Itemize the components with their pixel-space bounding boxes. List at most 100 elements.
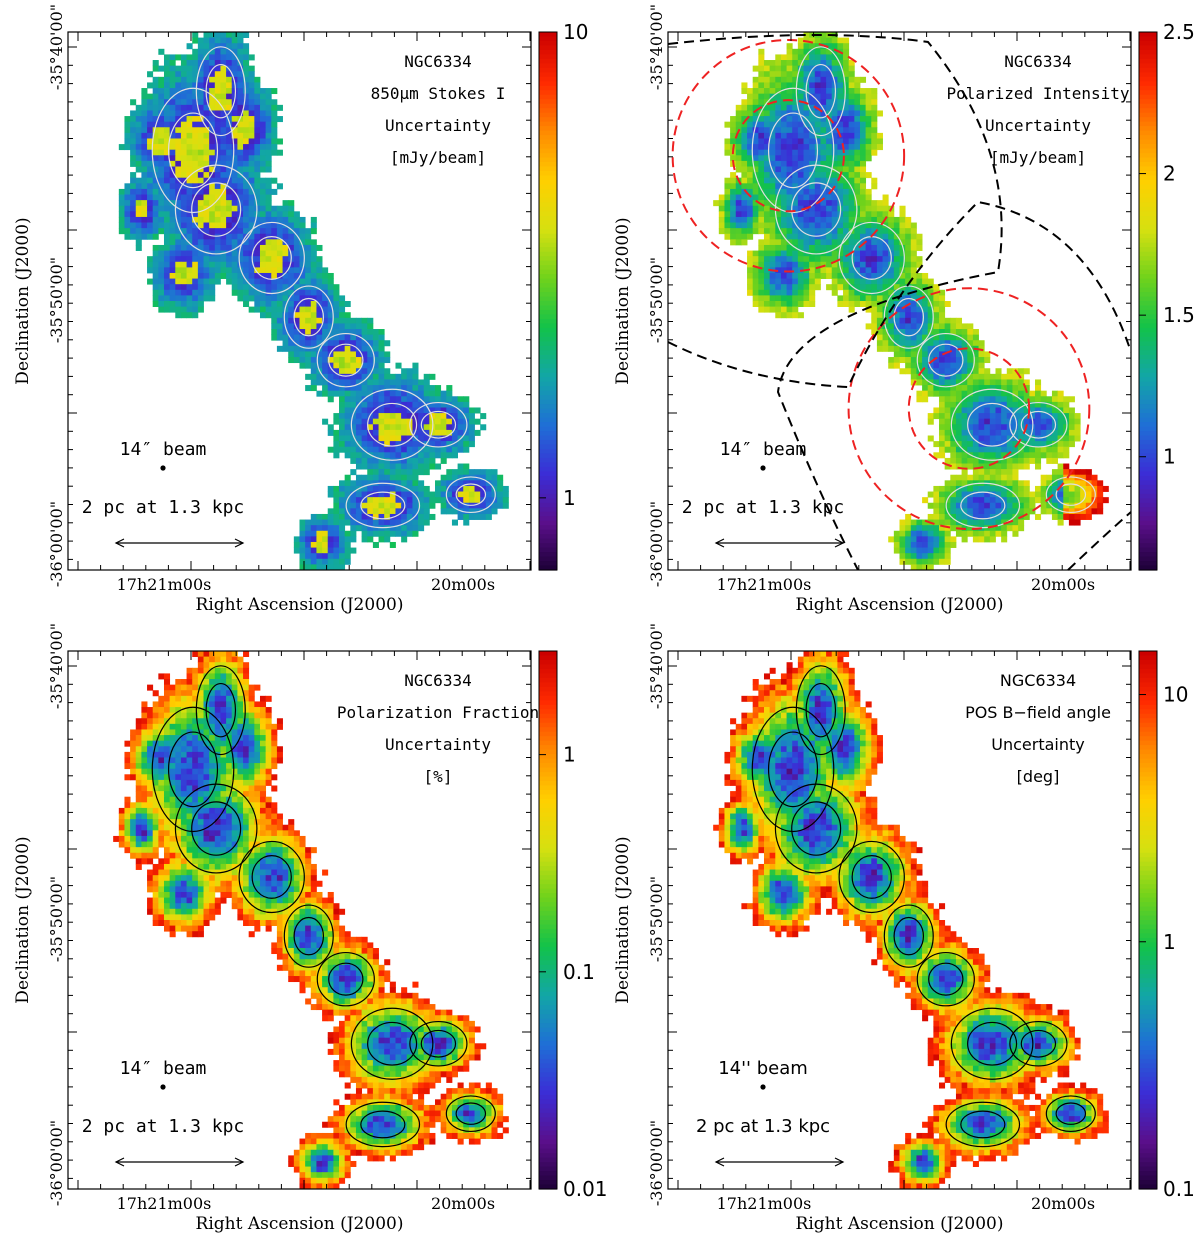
colorbar-frame	[538, 650, 558, 1190]
colorbar-tick-label: 10	[1163, 683, 1188, 707]
intensity-contours	[151, 46, 496, 529]
unit-label: [mJy/beam]	[390, 148, 486, 167]
emission-map	[713, 32, 1109, 571]
plot-frame	[667, 650, 1132, 1190]
dec-tick-label: -35°50'00"	[647, 257, 666, 343]
beam-marker	[160, 465, 166, 471]
plot-frame	[67, 650, 532, 1190]
ra-tick-label: 17h21m00s	[717, 1194, 812, 1213]
colorbar-tick-label: 1	[563, 486, 576, 510]
dec-tick-label: -35°40'00"	[47, 4, 66, 90]
plot-frame	[67, 31, 532, 571]
y-axis-label: Declination (J2000)	[613, 836, 633, 1003]
colorbar-frame	[538, 31, 558, 571]
dec-tick-label: -36°00'00"	[47, 1120, 66, 1206]
uncertainty-label: Uncertainty	[991, 735, 1084, 754]
scalebar-arrow	[714, 538, 845, 548]
panel-stokes-i-uncertainty: -35°40'00" -35°50'00" -36°00'00" 17h21m00s 2…	[0, 0, 600, 619]
map-figure: -35°40'00" -35°50'00" -36°00'00" 17h21m00s 2…	[13, 4, 588, 615]
colorbar-tick-label: 0.1	[1163, 1177, 1195, 1201]
quantity-label: 850μm Stokes I	[371, 84, 506, 103]
x-axis-label: Right Ascension (J2000)	[796, 595, 1004, 615]
map-figure: -35°40'00" -35°50'00" -36°00'00" 17h21m00s 2…	[613, 623, 1195, 1234]
uncertainty-label: Uncertainty	[985, 116, 1091, 135]
unit-label: [deg]	[1017, 767, 1060, 786]
dec-tick-label: -36°00'00"	[647, 1120, 666, 1206]
colorbar-tick-label: 0.01	[563, 1177, 608, 1201]
x-axis-label: Right Ascension (J2000)	[196, 1214, 404, 1234]
scalebar-arrow	[114, 538, 245, 548]
unit-label: [mJy/beam]	[990, 148, 1086, 167]
dec-tick-label: -35°40'00"	[647, 4, 666, 90]
x-axis-label: Right Ascension (J2000)	[796, 1214, 1004, 1234]
colorbar	[538, 650, 558, 1190]
dec-tick-label: -35°50'00"	[47, 257, 66, 343]
ra-tick-label: 20m00s	[1031, 1194, 1095, 1213]
unit-label: [%]	[424, 767, 453, 786]
axis-ticks	[668, 651, 1131, 1189]
ra-tick-label: 20m00s	[1031, 575, 1095, 594]
ra-tick-label: 17h21m00s	[117, 575, 212, 594]
dec-tick-label: -35°40'00"	[47, 623, 66, 709]
colorbar-tick-label: 1	[1163, 930, 1176, 954]
emission-map	[118, 32, 509, 571]
dec-tick-label: -36°00'00"	[647, 501, 666, 587]
scalebar-label: 2 pc at 1.3 kpc	[82, 497, 245, 518]
colorbar	[1138, 31, 1158, 571]
quantity-label: POS B−field angle	[965, 703, 1111, 722]
colorbar-tick-label: 1	[563, 743, 576, 767]
uncertainty-label: Uncertainty	[385, 116, 491, 135]
dec-tick-label: -35°50'00"	[47, 876, 66, 962]
ra-tick-label: 17h21m00s	[117, 1194, 212, 1213]
scalebar-label: 2 pc at 1.3 kpc	[82, 1116, 245, 1137]
dec-tick-label: -36°00'00"	[47, 501, 66, 587]
colorbar-frame	[1138, 31, 1158, 571]
pointing-circles	[667, 33, 1132, 571]
axis-ticks	[68, 32, 531, 570]
intensity-contours	[751, 665, 1096, 1148]
beam-marker	[160, 1084, 166, 1090]
y-axis-label: Declination (J2000)	[13, 217, 33, 384]
field-name: NGC6334	[404, 671, 471, 690]
map-figure: -35°40'00" -35°50'00" -36°00'00" 17h21m00s 2…	[13, 623, 608, 1234]
plot-frame	[667, 31, 1132, 571]
scalebar-arrow	[114, 1157, 245, 1167]
y-axis-label: Declination (J2000)	[613, 217, 633, 384]
colorbar-tick-label: 0.1	[563, 960, 595, 984]
axis-ticks	[668, 32, 1131, 570]
colorbar-tick-label: 1	[1163, 445, 1176, 469]
scalebar-label: 2 pc at 1.3 kpc	[696, 1116, 830, 1137]
colorbar	[1138, 650, 1158, 1190]
field-name: NGC6334	[1000, 671, 1076, 690]
emission-map	[113, 651, 509, 1190]
scalebar-arrow	[714, 1157, 845, 1167]
ra-tick-label: 17h21m00s	[717, 575, 812, 594]
colorbar-tick-label: 2	[1163, 162, 1176, 186]
quantity-label: Polarization Fraction	[337, 703, 539, 722]
field-name: NGC6334	[1004, 52, 1071, 71]
intensity-contours	[751, 46, 1096, 529]
axis-ticks	[68, 651, 531, 1189]
emission-map	[713, 651, 1109, 1190]
field-name: NGC6334	[404, 52, 471, 71]
y-axis-label: Declination (J2000)	[13, 836, 33, 1003]
beam-label: 14'' beam	[718, 1058, 808, 1079]
panel-polarized-intensity-uncertainty: -35°40'00" -35°50'00" -36°00'00" 17h21m00s 2…	[600, 0, 1200, 619]
x-axis-label: Right Ascension (J2000)	[196, 595, 404, 615]
colorbar-tick-label: 2.5	[1163, 20, 1195, 44]
scalebar-label: 2 pc at 1.3 kpc	[682, 497, 845, 518]
beam-label: 14″ beam	[120, 439, 207, 460]
ra-tick-label: 20m00s	[431, 1194, 495, 1213]
dec-tick-label: -35°40'00"	[647, 623, 666, 709]
beam-label: 14″ beam	[720, 439, 807, 460]
colorbar-tick-label: 1.5	[1163, 303, 1195, 327]
colorbar	[538, 31, 558, 571]
colorbar-frame	[1138, 650, 1158, 1190]
beam-marker	[760, 1084, 766, 1090]
uncertainty-label: Uncertainty	[385, 735, 491, 754]
intensity-contours	[151, 665, 496, 1148]
quantity-label: Polarized Intensity	[946, 84, 1129, 103]
beam-marker	[760, 465, 766, 471]
panel-b-field-angle-uncertainty: -35°40'00" -35°50'00" -36°00'00" 17h21m00s 2…	[600, 619, 1200, 1238]
dec-tick-label: -35°50'00"	[647, 876, 666, 962]
